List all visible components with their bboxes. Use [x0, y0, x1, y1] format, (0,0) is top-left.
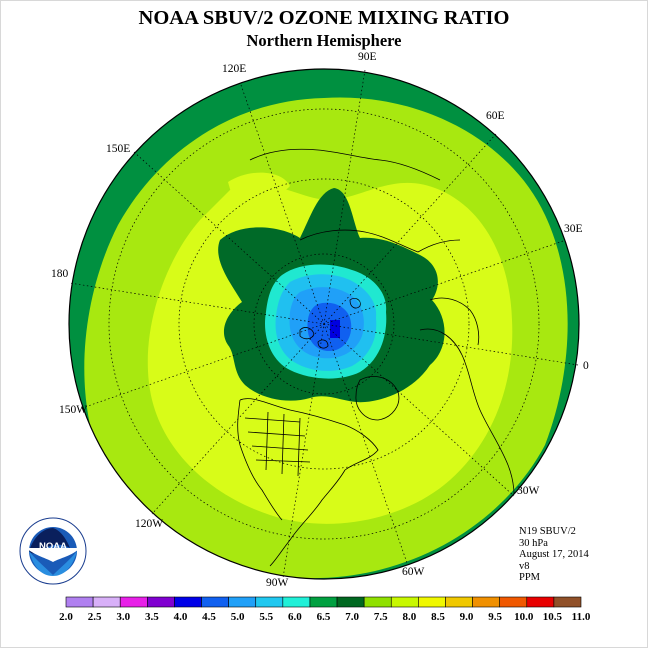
lon-label-0: 0: [583, 360, 589, 372]
zone-core: [330, 320, 340, 338]
colorbar-tick-label: 6.5: [317, 611, 331, 623]
colorbar-tick-label: 9.0: [460, 611, 474, 623]
lon-label-120e: 120E: [222, 63, 247, 75]
colorbar-tick-label: 2.5: [88, 611, 102, 623]
colorbar-swatch: [526, 596, 555, 608]
lon-label-150e: 150E: [106, 143, 131, 155]
date-label: August 17, 2014: [519, 549, 589, 560]
colorbar-tick-label: 3.0: [116, 611, 130, 623]
colorbar-swatch: [472, 596, 500, 608]
colorbar-swatch: [418, 596, 446, 608]
colorbar-swatch: [390, 596, 419, 608]
colorbar-swatch: [119, 596, 148, 608]
map-boundary: [68, 68, 580, 580]
zone-blue: [307, 302, 352, 352]
zone-inner-bright-2: [228, 172, 290, 198]
lon-label-180: 180: [51, 268, 69, 280]
colorbar-swatch: [65, 596, 94, 608]
colorbar-swatch: [445, 596, 473, 608]
lon-label-90e: 90E: [358, 51, 377, 63]
colorbar-swatch: [336, 596, 365, 608]
colorbar-swatch: [201, 596, 229, 608]
colorbar-tick-label: 4.5: [202, 611, 216, 623]
colorbar-tick-label: 10.0: [514, 611, 534, 623]
map-subtitle: Northern Hemisphere: [246, 31, 402, 50]
coastlines: [237, 148, 515, 567]
units-label: PPM: [519, 572, 541, 583]
graticule: [69, 69, 579, 579]
lon-label-90w: 90W: [266, 577, 289, 589]
lon-label-60w: 60W: [402, 566, 425, 578]
lon-label-60e: 60E: [486, 110, 505, 122]
lon-label-150w: 150W: [59, 404, 88, 416]
colorbar-tick-label: 11.0: [572, 611, 591, 623]
colorbar-swatch: [363, 596, 392, 608]
colorbar-swatch: [499, 596, 528, 608]
colorbar-tick-label: 7.5: [374, 611, 388, 623]
colorbar-tick-label: 3.5: [145, 611, 159, 623]
colorbar-swatch: [255, 596, 284, 608]
colorbar-tick-label: 7.0: [345, 611, 359, 623]
colorbar-swatch: [147, 596, 175, 608]
satellite-label: N19 SBUV/2: [519, 526, 576, 537]
latitude-circle-30: [178, 178, 470, 470]
colorbar-labels: 2.0 2.5 3.0 3.5 4.0 4.5 5.0 5.5 6.0 6.5 7.0 7.5 8.0 8…: [59, 611, 591, 623]
ozone-field: [69, 69, 579, 579]
colorbar-swatch: [553, 596, 582, 608]
latitude-circle-0: [108, 108, 540, 540]
latitude-circle-60: [253, 253, 395, 395]
colorbar-swatch: [228, 596, 257, 608]
colorbar-tick-label: 4.0: [174, 611, 188, 623]
lon-label-120w: 120W: [135, 518, 164, 530]
colorbar-swatch: [92, 596, 121, 608]
noaa-logo: NOAA: [19, 517, 87, 585]
map-title: NOAA SBUV/2 OZONE MIXING RATIO: [138, 7, 510, 29]
colorbar-tick-label: 2.0: [59, 611, 73, 623]
colorbar-swatch: [282, 596, 311, 608]
colorbar-tick-label: 8.5: [431, 611, 445, 623]
lon-label-30w: 30W: [517, 485, 540, 497]
colorbar-swatch: [309, 596, 338, 608]
colorbar-tick-label: 6.0: [288, 611, 302, 623]
noaa-logo-text: NOAA: [39, 541, 67, 552]
product-info: N19 SBUV/2 30 hPa August 17, 2014 v8 PPM: [519, 526, 589, 584]
pressure-level-label: 30 hPa: [519, 537, 548, 549]
colorbar-tick-label: 10.5: [543, 611, 563, 623]
colorbar: [65, 596, 582, 608]
colorbar-tick-label: 5.0: [231, 611, 245, 623]
colorbar-tick-label: 9.5: [488, 611, 502, 623]
lon-label-30e: 30E: [564, 223, 583, 235]
version-label: v8: [519, 560, 530, 572]
meridian-150e-30w: [133, 151, 515, 497]
colorbar-tick-label: 8.0: [402, 611, 416, 623]
colorbar-swatch: [174, 596, 202, 608]
colorbar-tick-label: 5.5: [259, 611, 273, 623]
